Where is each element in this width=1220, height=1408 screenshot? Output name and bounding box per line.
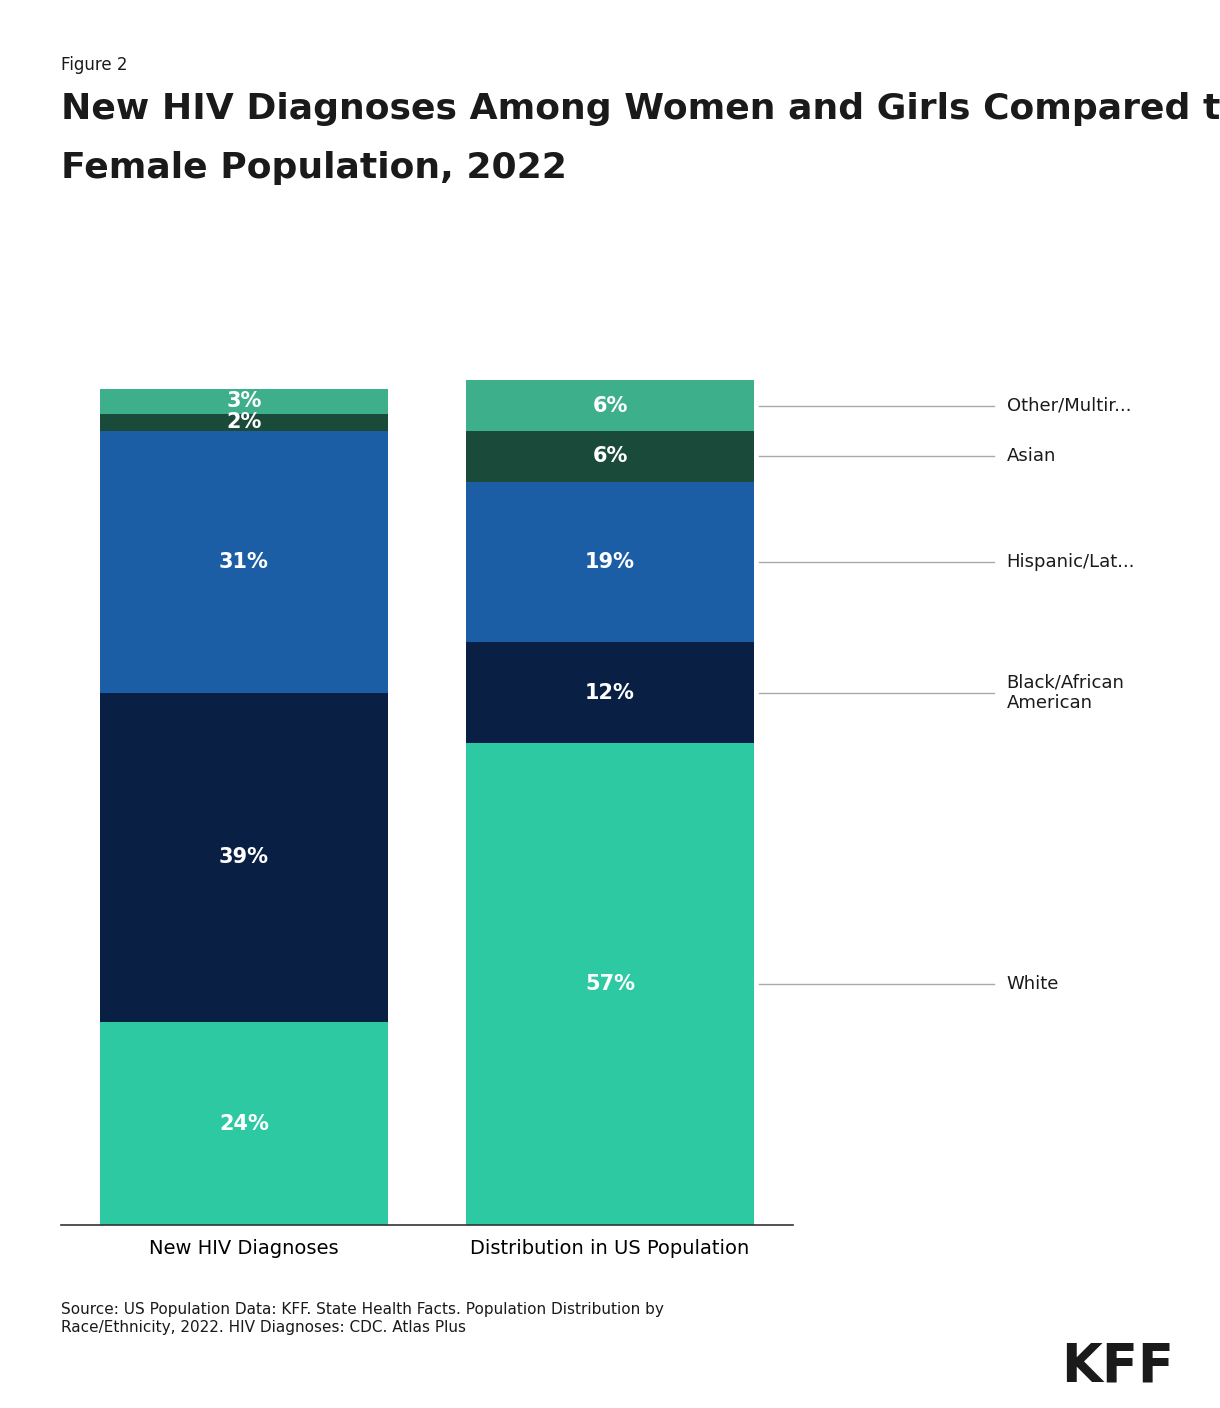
Bar (100, 431, 388, 693)
Text: KFF: KFF (1061, 1340, 1175, 1393)
Text: 57%: 57% (586, 974, 634, 994)
Text: 24%: 24% (220, 1114, 268, 1133)
Bar (100, 389, 388, 414)
Text: 39%: 39% (220, 848, 268, 867)
Bar (100, 1022, 388, 1225)
Text: 12%: 12% (586, 683, 634, 703)
Text: Other/Multir...: Other/Multir... (1006, 397, 1131, 414)
Bar (100, 414, 388, 431)
Text: Figure 2: Figure 2 (61, 56, 128, 75)
Bar (466, 482, 754, 642)
Text: 19%: 19% (586, 552, 634, 572)
Text: Black/African
American: Black/African American (1006, 673, 1125, 712)
Text: 2%: 2% (227, 413, 261, 432)
Text: Female Population, 2022: Female Population, 2022 (61, 151, 567, 184)
Bar (466, 431, 754, 482)
Text: Source: US Population Data: KFF. State Health Facts. Population Distribution by
: Source: US Population Data: KFF. State H… (61, 1302, 664, 1335)
Bar (466, 642, 754, 743)
Text: New HIV Diagnoses Among Women and Girls Compared to US: New HIV Diagnoses Among Women and Girls … (61, 92, 1220, 125)
Bar (466, 380, 754, 431)
Text: 3%: 3% (227, 391, 261, 411)
Bar (100, 693, 388, 1022)
Text: 31%: 31% (220, 552, 268, 572)
Text: Hispanic/Lat...: Hispanic/Lat... (1006, 553, 1135, 570)
Text: 6%: 6% (593, 396, 627, 415)
Bar (466, 743, 754, 1225)
Text: 6%: 6% (593, 446, 627, 466)
Text: Asian: Asian (1006, 448, 1055, 465)
Text: White: White (1006, 976, 1059, 993)
